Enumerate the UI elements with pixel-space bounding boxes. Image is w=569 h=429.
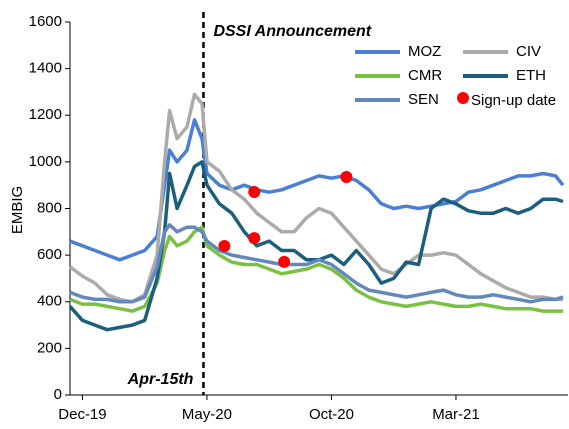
legend-label: MOZ [408, 43, 441, 60]
x-tick-label: Oct-20 [309, 406, 354, 423]
legend-swatch [457, 92, 469, 104]
series-line [68, 160, 564, 332]
x-tick-label: Dec-19 [58, 406, 106, 423]
signup-point [340, 171, 353, 184]
signup-point [278, 255, 291, 268]
legend-label: CMR [408, 67, 442, 84]
y-tick-label: 1200 [29, 106, 62, 123]
legend-label: CIV [516, 43, 541, 60]
y-tick-label: 600 [37, 246, 62, 263]
x-tick-label: Mar-21 [432, 406, 480, 423]
legend-label: SEN [408, 91, 439, 108]
series-line [69, 118, 565, 262]
y-tick-label: 1600 [29, 13, 62, 30]
series-line [68, 92, 563, 304]
signup-point [218, 240, 231, 253]
signup-point [248, 232, 261, 245]
y-tick-label: 0 [54, 386, 62, 403]
legend-label: Sign-up date [471, 92, 556, 109]
y-axis-label: EMBIG [9, 186, 26, 234]
event-label: DSSI Announcement [213, 23, 371, 40]
x-tick-label: May-20 [182, 406, 232, 423]
event-date-label: Apr-15th [127, 371, 194, 388]
y-tick-label: 800 [37, 199, 62, 216]
y-tick-label: 400 [37, 293, 62, 310]
legend-label: ETH [516, 67, 546, 84]
y-tick-label: 1400 [29, 60, 62, 77]
y-tick-label: 1000 [29, 153, 62, 170]
series-line [69, 223, 564, 304]
signup-point [248, 185, 261, 198]
y-tick-label: 200 [37, 339, 62, 356]
